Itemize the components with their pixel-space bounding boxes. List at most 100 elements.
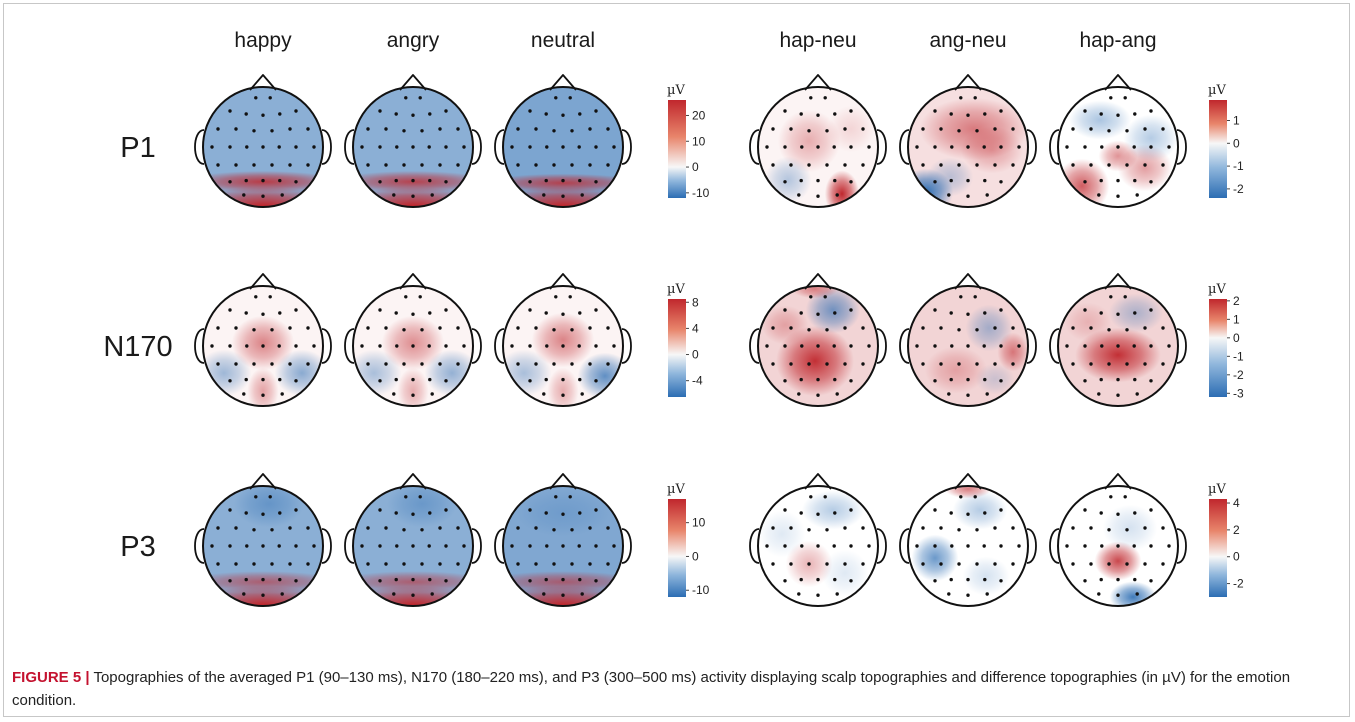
electrode (210, 344, 214, 348)
electrode (384, 526, 388, 530)
electrode (528, 344, 532, 348)
electrode (765, 344, 769, 348)
electrode (552, 328, 556, 332)
electrode (816, 577, 820, 582)
electrode (378, 109, 382, 113)
electrode (771, 326, 775, 330)
electrode (444, 508, 448, 512)
electrode (234, 562, 238, 566)
electrode (312, 544, 316, 548)
electrode (395, 344, 399, 348)
scalp-map-p1-ang-neu (899, 74, 1037, 208)
electrode (816, 344, 820, 348)
column-label-ang-neu: ang-neu (929, 29, 1006, 52)
electrode (771, 127, 775, 131)
scalp-map-p1-hap-neu (749, 74, 887, 208)
electrode (999, 145, 1003, 149)
electrode (561, 512, 565, 516)
electrode (966, 512, 970, 516)
electrode (849, 344, 853, 348)
electrode (983, 577, 987, 582)
scalp-map-p3-neutral (494, 473, 632, 607)
electrode (957, 362, 961, 366)
electrode (252, 163, 256, 167)
electrode (1149, 544, 1153, 548)
electrode (843, 163, 847, 167)
activity-blob (1102, 504, 1158, 552)
electrode (577, 145, 581, 149)
electrode (378, 145, 382, 149)
electrode (210, 145, 214, 149)
electrode (366, 127, 370, 131)
right-ear-outline (621, 129, 632, 165)
electrode (1123, 295, 1127, 299)
electrode (544, 577, 548, 582)
electrode (993, 526, 997, 530)
electrode (384, 163, 388, 167)
electrode (261, 377, 265, 382)
electrode (234, 362, 238, 366)
electrode (516, 526, 520, 530)
electrode (975, 163, 979, 167)
electrode (534, 127, 538, 131)
right-ear-outline (471, 528, 482, 564)
colorbar-gradient (1209, 299, 1227, 397)
electrode (999, 508, 1003, 512)
electrode (799, 178, 803, 183)
electrode (799, 311, 803, 315)
electrode (947, 592, 951, 596)
colorbar-tick-label: 20 (692, 108, 706, 122)
electrode (366, 362, 370, 366)
electrode (973, 295, 977, 299)
electrode (999, 344, 1003, 348)
electrode (1017, 544, 1021, 548)
activity-blob (791, 286, 839, 299)
electrode (816, 512, 820, 516)
scalp-map-p3-hap-ang (1049, 473, 1187, 607)
electrode (1011, 362, 1015, 366)
electrode (939, 163, 943, 167)
electrode (1083, 145, 1087, 149)
electrode (278, 178, 282, 183)
head-outline (202, 86, 324, 208)
electrode (1099, 112, 1103, 116)
left-ear-outline (344, 528, 355, 564)
electrode (528, 145, 532, 149)
electrode (384, 127, 388, 131)
activity-blob (997, 332, 1028, 372)
electrode (278, 511, 282, 515)
electrode (430, 392, 434, 396)
electrode (1149, 379, 1153, 383)
electrode (234, 526, 238, 530)
electrode (966, 377, 970, 382)
electrode (1083, 544, 1087, 548)
colorbar-unit: µV (1208, 482, 1226, 497)
colorbar-tick-label: -10 (692, 583, 710, 597)
electrode (606, 562, 610, 566)
nose-outline (804, 473, 832, 490)
electrode (288, 362, 292, 366)
electrode (570, 562, 574, 566)
electrode (411, 194, 415, 198)
electrode (809, 495, 813, 499)
electrode (867, 344, 871, 348)
electrode (402, 328, 406, 332)
electrode (1133, 577, 1137, 582)
activity-blob (247, 367, 279, 406)
left-ear-outline (494, 328, 505, 364)
electrode (234, 326, 238, 330)
electrode (428, 178, 432, 183)
row-label-n170: N170 (103, 331, 172, 363)
electrode (1107, 328, 1111, 332)
electrode (294, 109, 298, 113)
electrode (420, 562, 424, 566)
electrode (252, 528, 256, 532)
electrode (835, 592, 839, 596)
electrode (849, 508, 853, 512)
electrode (1116, 344, 1120, 348)
left-ear-outline (749, 328, 760, 364)
electrode (861, 362, 865, 366)
electrode (957, 562, 961, 566)
electrode (411, 113, 415, 117)
electrode (957, 129, 961, 133)
